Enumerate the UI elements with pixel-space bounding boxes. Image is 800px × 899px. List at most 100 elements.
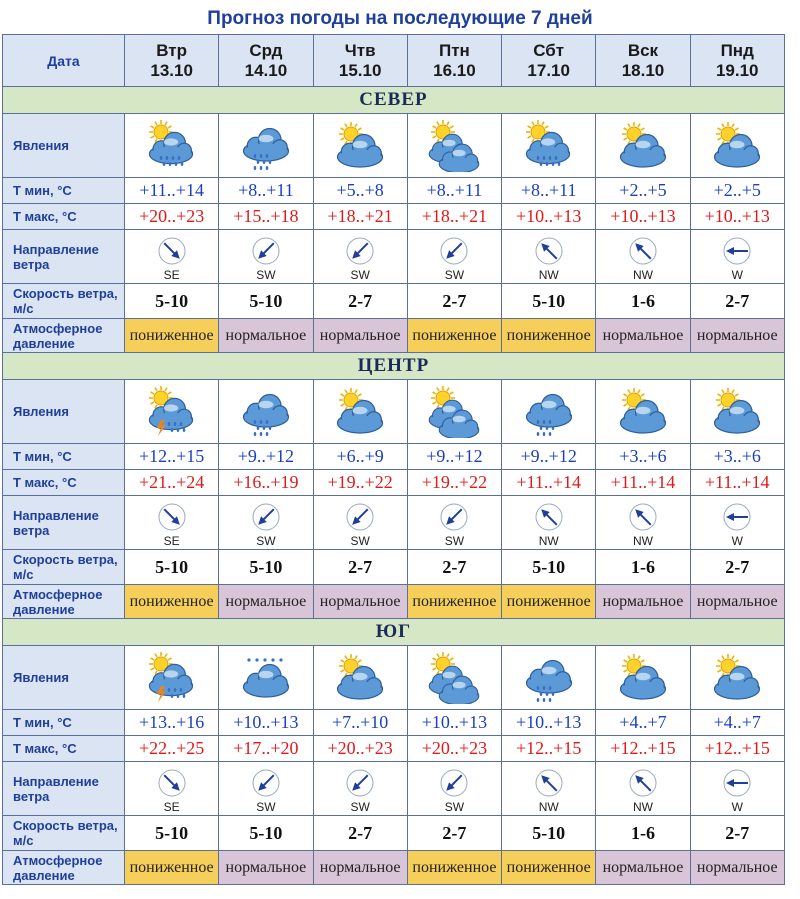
tmax-row: Т макс, °С +21..+24 +16..+19 +19..+22 +19..+…	[2, 469, 785, 496]
day-date: 13.10	[150, 60, 193, 80]
tmin-value: +10..+13	[218, 709, 314, 736]
weather-cell	[406, 379, 503, 444]
wind-arrow-icon	[158, 237, 186, 264]
tmin-row: Т мин, °С +12..+15 +9..+12 +6..+9 +9..+12 +9.…	[2, 443, 785, 470]
wind-speed-value: 2-7	[312, 815, 408, 851]
wind-arrow-icon	[535, 503, 563, 530]
day-header: Пнд 19.10	[689, 34, 785, 87]
tmin-value: +5..+8	[312, 177, 408, 204]
row-label: Атмосферное давление	[2, 584, 125, 619]
cloud-rain-icon	[242, 393, 290, 436]
tmax-value: +15..+18	[218, 203, 314, 230]
day-header: Вск 18.10	[595, 34, 691, 87]
wind-direction-cell: NW	[595, 761, 691, 816]
row-label: Т мин, °С	[2, 177, 125, 204]
day-of-week: Чтв	[344, 40, 376, 60]
cloud-snow-icon	[242, 657, 290, 698]
wind-direction-code: SE	[163, 267, 180, 282]
region-name: ЦЕНТР	[2, 352, 785, 380]
pressure-value: нормальное	[689, 850, 785, 885]
wind-direction-cell: NW	[595, 229, 691, 284]
cloud-rain-icon	[525, 659, 572, 702]
tmax-value: +21..+24	[123, 469, 220, 496]
sun-cloud-rain-icon	[525, 119, 570, 166]
tmax-value: +20..+23	[123, 203, 220, 230]
region-row-center: ЦЕНТР	[2, 352, 785, 380]
region-row-south: ЮГ	[2, 618, 785, 646]
tmax-value: +12..+15	[689, 735, 785, 762]
wind-arrow-icon	[252, 503, 280, 530]
wind-arrow-icon	[440, 769, 468, 796]
wind-direction-cell: SW	[312, 229, 408, 284]
wind-speed-row: Скорость ветра, м/с 5-10 5-10 2-7 2-7 5-10 1-6…	[2, 283, 785, 319]
wind-arrow-icon	[158, 769, 186, 796]
wind-arrow-icon	[629, 503, 657, 530]
tmax-value: +18..+21	[406, 203, 503, 230]
day-header: Чтв 15.10	[312, 34, 408, 87]
wind-speed-value: 5-10	[218, 283, 314, 319]
sun-cloud-storm-icon	[148, 385, 193, 436]
tmin-value: +2..+5	[689, 177, 785, 204]
row-label: Скорость ветра, м/с	[2, 283, 125, 319]
day-date: 14.10	[244, 60, 288, 80]
wind-speed-value: 2-7	[406, 815, 503, 851]
wind-direction-code: NW	[632, 533, 653, 548]
tmin-value: +11..+14	[123, 177, 220, 204]
header-row: Дата Втр 13.10 Срд 14.10 Чтв 15.10 Птн 16.10 Сбт 1…	[2, 34, 785, 87]
weather-cell	[312, 645, 408, 710]
tmax-value: +20..+23	[406, 735, 503, 762]
tmin-value: +4..+7	[595, 709, 691, 736]
wind-arrow-icon	[346, 237, 374, 264]
wind-direction-cell: SW	[406, 495, 503, 550]
row-label: Явления	[2, 379, 125, 444]
tmax-value: +10..+13	[501, 203, 597, 230]
sun-cloud-icon	[337, 121, 384, 168]
wind-direction-code: SE	[163, 799, 180, 814]
day-of-week: Вск	[627, 40, 659, 60]
wind-speed-value: 5-10	[501, 283, 597, 319]
sun-cloud-icon	[337, 653, 384, 700]
tmin-value: +12..+15	[123, 443, 220, 470]
wind-direction-code: SW	[350, 533, 370, 548]
wind-direction-cell: SE	[123, 495, 220, 550]
cloud-rain-icon	[525, 393, 572, 436]
sun-clouds-icon	[429, 385, 480, 438]
wind-speed-value: 2-7	[689, 815, 785, 851]
weather-cell	[406, 113, 503, 178]
day-of-week: Втр	[156, 40, 188, 60]
wind-arrow-icon	[535, 237, 563, 264]
wind-direction-cell: W	[689, 229, 785, 284]
pressure-value: пониженное	[501, 584, 597, 619]
pressure-value: пониженное	[406, 850, 503, 885]
region-name: ЮГ	[2, 618, 785, 646]
tmax-value: +11..+14	[689, 469, 785, 496]
wind-direction-code: NW	[538, 799, 559, 814]
wind-speed-value: 2-7	[312, 549, 408, 585]
sun-cloud-icon	[619, 653, 667, 700]
pressure-value: нормальное	[218, 850, 314, 885]
row-label: Т мин, °С	[2, 443, 125, 470]
wind-direction-cell: SW	[218, 229, 314, 284]
tmax-value: +12..+15	[595, 735, 691, 762]
pressure-value: нормальное	[689, 584, 785, 619]
day-of-week: Пнд	[720, 40, 754, 60]
wind-arrow-icon	[629, 769, 657, 796]
tmax-value: +10..+13	[689, 203, 785, 230]
wind-speed-row: Скорость ветра, м/с 5-10 5-10 2-7 2-7 5-10 1-6…	[2, 549, 785, 585]
wind-arrow-icon	[346, 503, 374, 530]
wind-direction-code: W	[731, 799, 743, 814]
wind-speed-value: 2-7	[406, 549, 503, 585]
row-label: Направление ветра	[2, 761, 125, 816]
weather-cell	[689, 379, 785, 444]
page-title: Прогноз погоды на последующие 7 дней	[207, 8, 593, 29]
weather-cell	[312, 379, 408, 444]
tmin-value: +3..+6	[595, 443, 691, 470]
weather-cell	[406, 645, 503, 710]
sun-clouds-icon	[429, 651, 480, 704]
pressure-value: нормальное	[595, 318, 691, 353]
tmin-value: +7..+10	[312, 709, 408, 736]
weather-cell	[123, 379, 220, 444]
pressure-value: пониженное	[406, 584, 503, 619]
wind-direction-row: Направление ветра SE SW SW SW NW NW W	[2, 495, 785, 550]
pressure-value: нормальное	[218, 584, 314, 619]
